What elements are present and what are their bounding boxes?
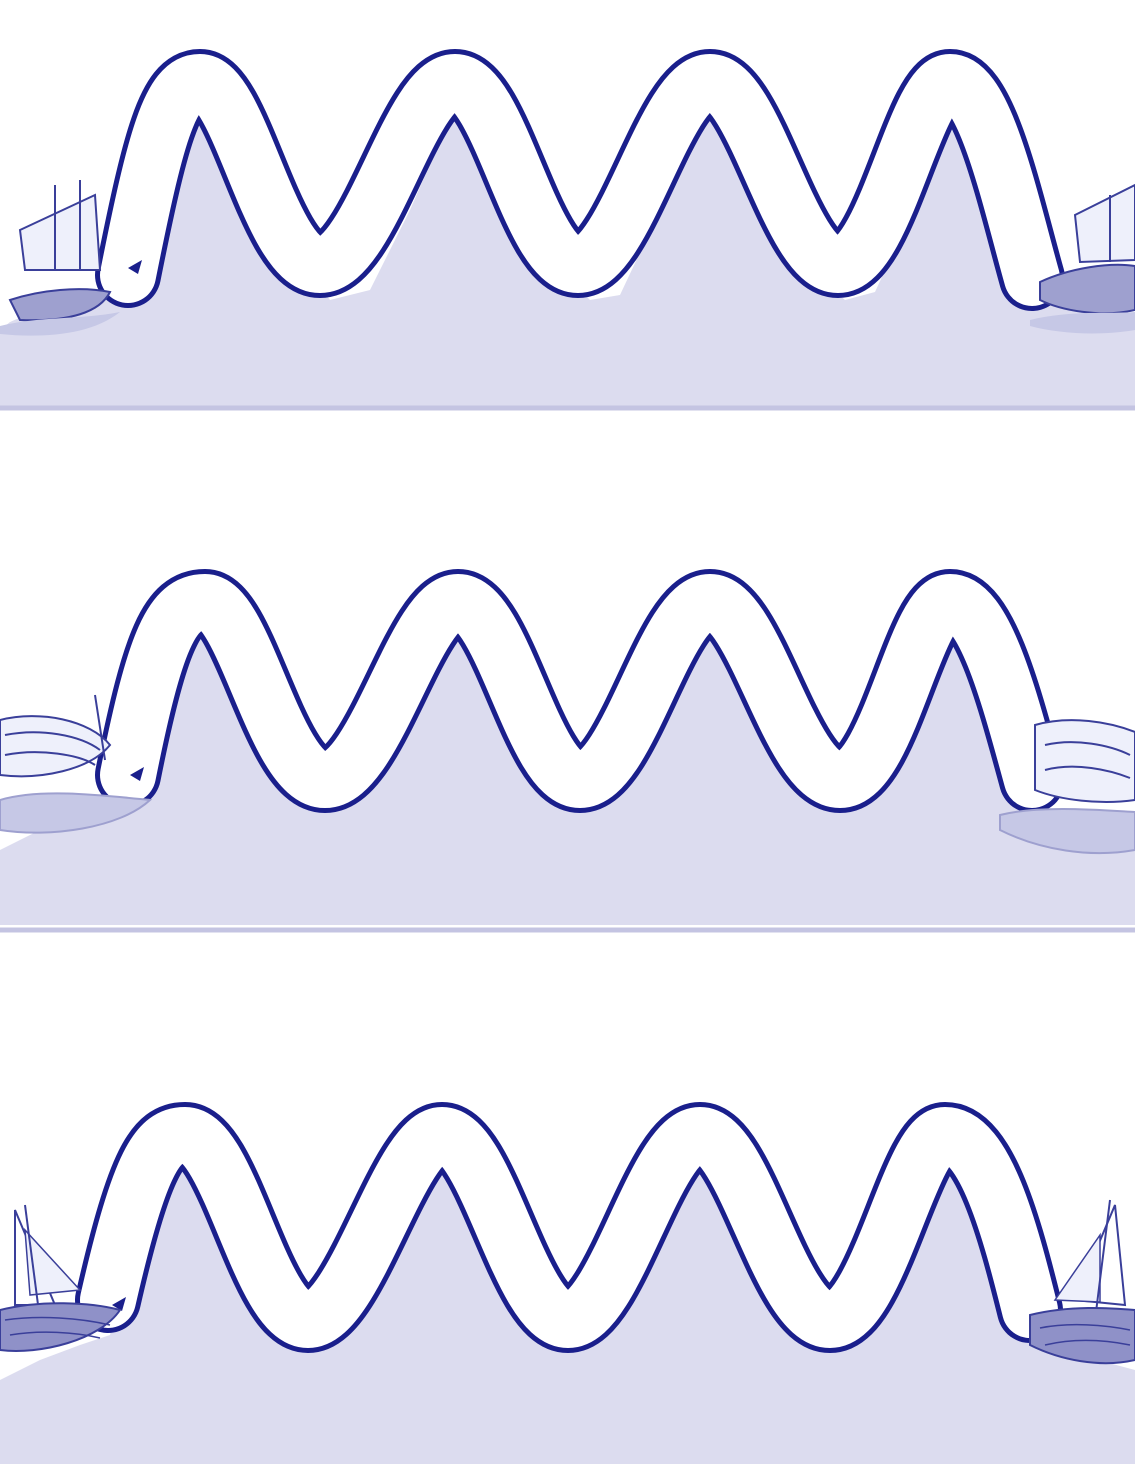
start-arrow-icon bbox=[130, 767, 144, 781]
wave-row-3 bbox=[0, 960, 1135, 1464]
sea-fill bbox=[0, 610, 1135, 925]
sea-fill bbox=[0, 1125, 1135, 1464]
sailboat-icon-right bbox=[1029, 1199, 1135, 1365]
wave-track-fill bbox=[100, 574, 1060, 808]
wave-track-fill bbox=[100, 54, 1060, 306]
wave-row-3-art bbox=[0, 1102, 1135, 1464]
sea-fill bbox=[0, 110, 1135, 410]
start-arrow-icon bbox=[128, 260, 142, 274]
wave-track-fill bbox=[80, 1107, 1058, 1348]
wreck-icon-right bbox=[999, 719, 1135, 855]
wave-row-2-art bbox=[0, 569, 1135, 933]
wave-row-1-art bbox=[0, 49, 1135, 411]
wreck-icon-left bbox=[0, 694, 153, 834]
wave-row-1 bbox=[0, 0, 1135, 470]
sailboat-icon-left bbox=[0, 1204, 122, 1352]
start-arrow-icon bbox=[112, 1297, 126, 1311]
ship-icon-left bbox=[0, 180, 120, 336]
wave-row-2 bbox=[0, 470, 1135, 960]
ship-icon-right bbox=[1030, 183, 1135, 334]
